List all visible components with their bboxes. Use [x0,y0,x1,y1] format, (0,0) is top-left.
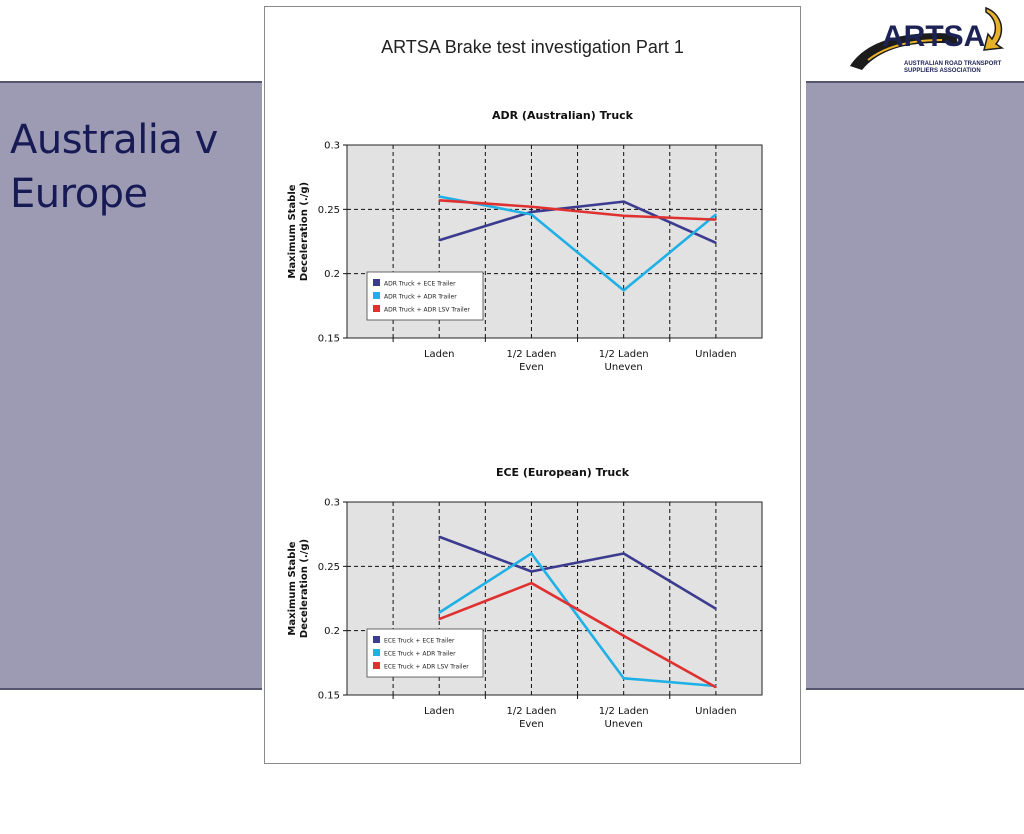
left-decor-band [0,81,262,690]
x-tick-label: 1/2 Laden Even [507,706,557,730]
legend: ECE Truck + ECE Trailer ECE Truck + ADR T… [366,628,484,678]
y-tick-label: 0.25 [318,205,340,216]
artsa-logo: ARTSA AUSTRALIAN ROAD TRANSPORT SUPPLIER… [850,6,1005,74]
y-tick-label: 0.25 [318,562,340,573]
series-line-ece-truck-adr-lsv-trailer [438,581,717,689]
series-line-adr-truck-adr-lsv-trailer [439,199,716,221]
series-line-ece-truck-ece-trailer [438,535,717,610]
y-tick-label: 0.2 [324,269,340,280]
legend-entry: ADR Truck + ECE Trailer [384,281,456,288]
y-tick-label: 0.3 [324,498,340,509]
legend-entry: ECE Truck + ADR LSV Trailer [384,664,469,671]
series-line-adr-truck-ece-trailer [438,200,717,244]
data-point [715,241,717,244]
legend-entry: ECE Truck + ADR Trailer [384,651,456,658]
logo-line-2: SUPPLIERS ASSOCIATION [904,68,981,74]
road-swoosh-icon [850,33,958,70]
chart-title: ADR (Australian) Truck [492,109,634,122]
ece-truck-chart: ECE (European) Truck 0.15 0.2 0.25 0.3 Laden 1… [287,466,763,730]
arrow-icon [983,6,1005,51]
data-point [530,552,533,555]
data-point [622,289,625,292]
series-line-adr-truck-adr-trailer [438,195,717,292]
y-tick-label: 0.15 [318,691,340,702]
y-tick-label: 0.2 [324,626,340,637]
adr-truck-chart: ADR (Australian) Truck 0.15 0.2 0.25 0.3 Lade… [287,109,763,373]
data-point [622,200,625,203]
x-tick-label: 1/2 Laden Uneven [599,349,649,373]
data-point [438,618,441,620]
logo-name: ARTSA [882,20,985,53]
legend-entry: ADR Truck + ADR LSV Trailer [384,307,470,314]
legend-swatch [373,662,380,669]
legend-box [366,271,484,321]
x-tick-label: Unladen [695,349,736,360]
x-tick-label: Laden [424,706,455,717]
x-tick-label: Laden [424,349,455,360]
slide-title: Australia v Europe [10,117,218,217]
legend-swatch [373,636,380,643]
data-point [622,635,625,637]
series-line-ece-truck-adr-trailer [438,552,716,688]
chart-document: ARTSA Brake test investigation Part 1 AD… [264,6,801,764]
legend-entry: ADR Truck + ADR Trailer [384,294,457,301]
data-point [438,239,441,242]
data-point [622,552,625,555]
data-point [438,535,441,538]
legend-swatch [373,649,380,656]
y-tick-label: 0.3 [324,141,340,152]
x-tick-label: 1/2 Laden Even [507,349,557,373]
data-point [530,205,533,208]
x-tick-label: Unladen [695,706,736,717]
legend-swatch [373,279,380,286]
right-decor-band [806,81,1024,690]
legend-entry: ECE Truck + ECE Trailer [384,638,455,645]
y-tick-label: 0.15 [318,334,340,345]
legend-swatch [373,305,380,312]
data-point [622,677,625,680]
data-point [438,199,441,202]
data-point [530,211,533,213]
data-point [438,195,441,198]
data-point [530,570,533,573]
data-point [715,213,717,216]
document-title: ARTSA Brake test investigation Part 1 [381,37,684,57]
data-point [715,218,717,221]
data-point [438,611,441,614]
legend-box [366,628,484,678]
y-axis-label: Maximum StableDeceleration (./g) [287,182,310,281]
data-point [715,686,717,689]
x-tick-label: 1/2 Laden Uneven [599,706,649,730]
data-point [530,213,533,216]
chart-title: ECE (European) Truck [496,466,630,479]
data-point [530,582,533,584]
data-point [622,214,625,217]
data-point [715,607,717,610]
logo-line-1: AUSTRALIAN ROAD TRANSPORT [904,61,1002,67]
y-axis-label: Maximum StableDeceleration (./g) [287,539,310,638]
legend-swatch [373,292,380,299]
legend: ADR Truck + ECE Trailer ADR Truck + ADR T… [366,271,484,321]
